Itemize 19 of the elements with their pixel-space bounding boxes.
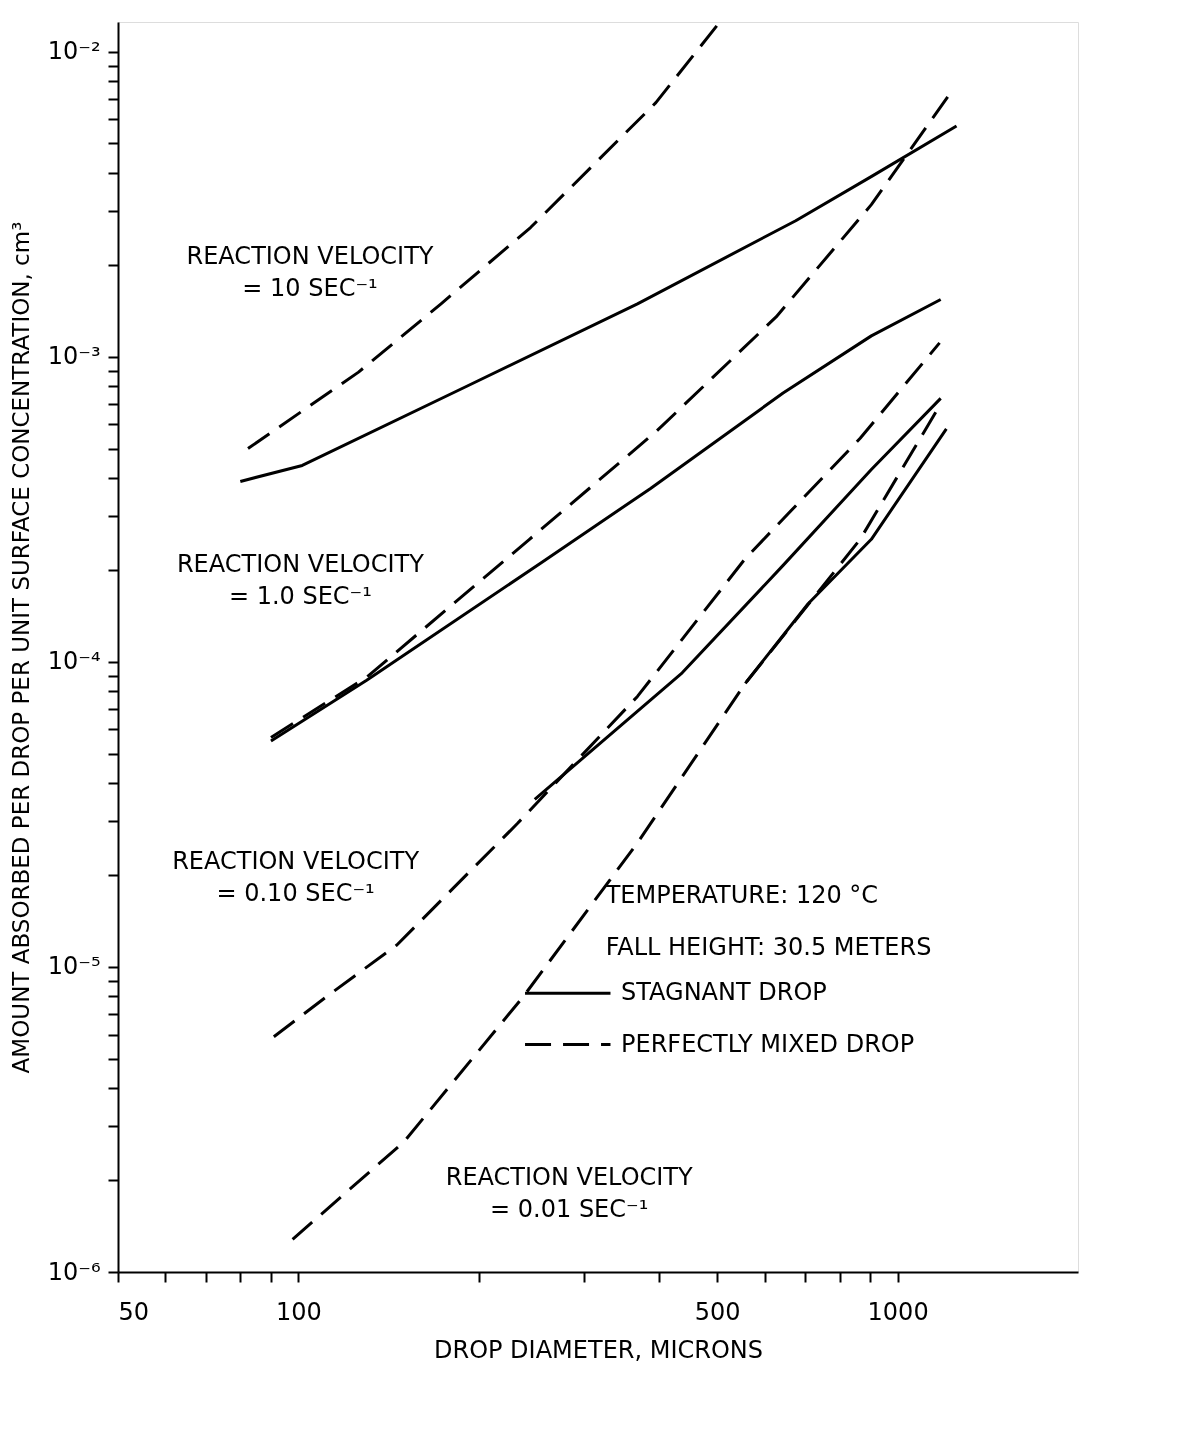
legend-label: STAGNANT DROP <box>621 978 827 1007</box>
y-tick-label: 10⁻² <box>47 37 101 66</box>
x-tick-label: 100 <box>275 1297 322 1326</box>
y-tick-label: 10⁻⁶ <box>47 1257 101 1286</box>
x-tick-label: 50 <box>118 1297 150 1326</box>
x-axis-title: DROP DIAMETER, MICRONS <box>433 1335 764 1364</box>
y-tick-label: 10⁻³ <box>47 342 101 371</box>
y-tick-label: 10⁻⁵ <box>47 952 101 981</box>
y-axis-title: AMOUNT ABSORBED PER DROP PER UNIT SURFACE CONCENTRATION, cm³ <box>7 221 34 1074</box>
annotation: REACTION VELOCITY = 10 SEC⁻¹ <box>186 242 434 302</box>
annotation: REACTION VELOCITY = 0.01 SEC⁻¹ <box>445 1163 694 1224</box>
annotation: FALL HEIGHT: 30.5 METERS <box>605 933 932 962</box>
x-tick-label: 1000 <box>867 1297 929 1326</box>
legend-label: PERFECTLY MIXED DROP <box>621 1029 915 1058</box>
x-tick-label: 500 <box>694 1297 741 1326</box>
annotation: TEMPERATURE: 120 °C <box>604 880 879 909</box>
annotation: REACTION VELOCITY = 0.10 SEC⁻¹ <box>172 847 420 907</box>
annotation: REACTION VELOCITY = 1.0 SEC⁻¹ <box>176 549 425 610</box>
y-tick-label: 10⁻⁴ <box>47 647 101 676</box>
